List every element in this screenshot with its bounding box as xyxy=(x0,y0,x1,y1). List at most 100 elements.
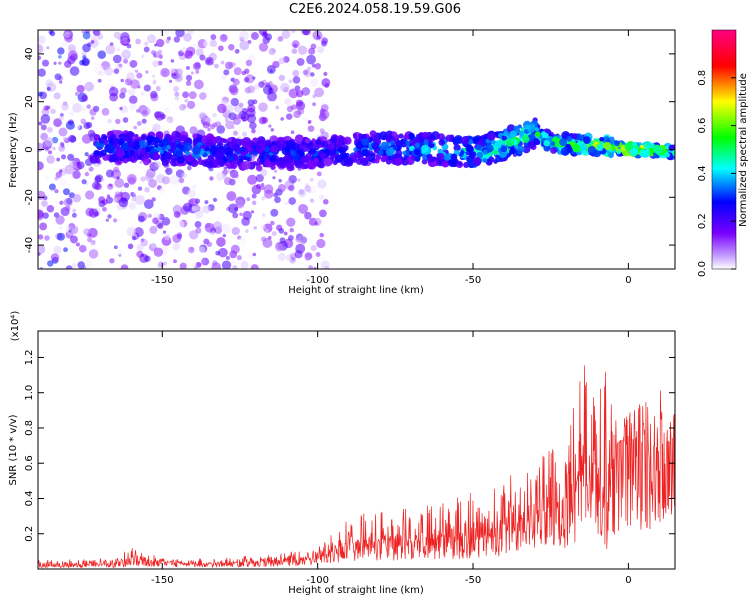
heatmap-noise-blob xyxy=(53,118,62,127)
heatmap-noise-blob xyxy=(218,247,228,258)
heatmap-noise-blob xyxy=(258,102,268,112)
heatmap-ridge-blob xyxy=(494,140,502,148)
heatmap-noise-blob xyxy=(287,234,294,241)
heatmap-noise-blob xyxy=(296,57,305,66)
heatmap-ridge-blob xyxy=(161,137,171,147)
heatmap-noise-blob xyxy=(225,120,234,130)
heatmap-ridge-blob xyxy=(567,147,573,153)
x-tick-label: -100 xyxy=(306,275,329,286)
heatmap-noise-blob xyxy=(169,79,173,83)
heatmap-noise-blob xyxy=(184,98,189,103)
heatmap-noise-blob xyxy=(72,193,82,203)
heatmap-noise-blob xyxy=(212,221,223,231)
heatmap-ridge-blob xyxy=(421,144,429,153)
heatmap-noise-blob xyxy=(306,54,316,65)
heatmap-noise-blob xyxy=(239,212,243,216)
heatmap-noise-blob xyxy=(38,161,44,171)
heatmap-ridge-blob xyxy=(153,142,159,148)
heatmap-noise-blob xyxy=(141,110,149,117)
heatmap-ridge-blob xyxy=(241,160,251,170)
heatmap-noise-blob xyxy=(169,67,176,74)
colorbar-tick-label: 0.2 xyxy=(697,213,708,229)
heatmap-noise-blob xyxy=(288,197,297,205)
heatmap-ridge-blob xyxy=(385,130,394,140)
heatmap-ridge-blob xyxy=(276,157,285,166)
heatmap-noise-blob xyxy=(316,35,321,40)
heatmap-noise-blob xyxy=(115,118,121,125)
heatmap-noise-blob xyxy=(234,107,240,112)
heatmap-noise-blob xyxy=(91,116,95,120)
heatmap-ridge-blob xyxy=(527,141,536,149)
y-tick-label: 20 xyxy=(24,95,35,108)
spectrogram-y-ticks: -40 -20 0 20 40 xyxy=(24,48,675,253)
heatmap-noise-blob xyxy=(38,142,44,150)
heatmap-noise-blob xyxy=(127,38,131,43)
heatmap-ridge-blob xyxy=(205,133,214,142)
heatmap-noise-blob xyxy=(64,60,72,68)
heatmap-noise-blob xyxy=(78,244,87,253)
heatmap-noise-blob xyxy=(245,59,253,67)
heatmap-noise-blob xyxy=(270,128,274,132)
heatmap-noise-blob xyxy=(212,113,217,118)
heatmap-ridge-blob xyxy=(138,147,147,155)
heatmap-noise-blob xyxy=(97,78,102,83)
snr-series-line xyxy=(38,365,675,569)
heatmap-noise-blob xyxy=(258,42,269,52)
heatmap-noise-blob xyxy=(39,266,43,269)
heatmap-noise-blob xyxy=(56,232,66,241)
heatmap-ridge-blob xyxy=(277,136,283,142)
snr-y-axis-label: SNR (10 * v/v) xyxy=(8,414,19,485)
heatmap-noise-blob xyxy=(113,218,118,223)
heatmap-noise-blob xyxy=(119,92,126,99)
heatmap-ridge-blob xyxy=(482,150,488,155)
heatmap-noise-blob xyxy=(273,117,278,122)
heatmap-noise-blob xyxy=(143,199,154,210)
heatmap-noise-blob xyxy=(44,136,54,147)
heatmap-noise-blob xyxy=(48,183,56,191)
heatmap-noise-blob xyxy=(46,155,55,164)
heatmap-noise-blob xyxy=(245,229,249,233)
heatmap-ridge-blob xyxy=(220,162,225,167)
heatmap-ridge-blob xyxy=(518,130,525,136)
heatmap-noise-blob xyxy=(173,211,181,218)
heatmap-noise-blob xyxy=(144,255,151,262)
heatmap-noise-blob xyxy=(135,195,145,206)
heatmap-ridge-blob xyxy=(517,149,523,155)
heatmap-noise-blob xyxy=(41,59,50,67)
heatmap-ridge-blob xyxy=(438,139,445,146)
heatmap-ridge-blob xyxy=(161,159,169,167)
heatmap-noise-blob xyxy=(113,166,120,173)
heatmap-noise-blob xyxy=(50,108,56,115)
heatmap-ridge-blob xyxy=(209,145,218,155)
heatmap-noise-blob xyxy=(113,68,120,74)
heatmap-noise-blob xyxy=(193,79,204,90)
heatmap-noise-blob xyxy=(264,228,269,234)
y-tick-label: 1.0 xyxy=(24,385,35,401)
heatmap-ridge-blob xyxy=(559,138,568,147)
heatmap-ridge-blob xyxy=(522,135,530,143)
y-tick-label: 40 xyxy=(24,48,35,61)
heatmap-noise-blob xyxy=(140,91,145,96)
heatmap-noise-blob xyxy=(173,36,181,43)
heatmap-ridge-blob xyxy=(185,154,194,163)
heatmap-noise-blob xyxy=(281,30,291,39)
heatmap-noise-blob xyxy=(74,91,79,96)
heatmap-noise-blob xyxy=(321,37,329,45)
heatmap-noise-blob xyxy=(222,233,227,238)
heatmap-noise-blob xyxy=(111,197,118,203)
heatmap-noise-blob xyxy=(233,67,242,76)
heatmap-noise-blob xyxy=(126,226,137,237)
heatmap-noise-blob xyxy=(290,130,295,135)
heatmap-noise-blob xyxy=(310,78,319,87)
heatmap-noise-blob xyxy=(132,193,137,197)
heatmap-noise-blob xyxy=(188,91,197,100)
heatmap-noise-blob xyxy=(304,185,311,192)
heatmap-ridge-blob xyxy=(203,160,209,166)
heatmap-noise-blob xyxy=(112,54,122,64)
heatmap-ridge-blob xyxy=(197,159,204,166)
heatmap-ridge-blob xyxy=(572,144,581,153)
heatmap-noise-blob xyxy=(38,68,46,77)
heatmap-noise-blob xyxy=(270,220,275,226)
heatmap-noise-blob xyxy=(312,102,316,107)
heatmap-noise-blob xyxy=(323,71,328,77)
